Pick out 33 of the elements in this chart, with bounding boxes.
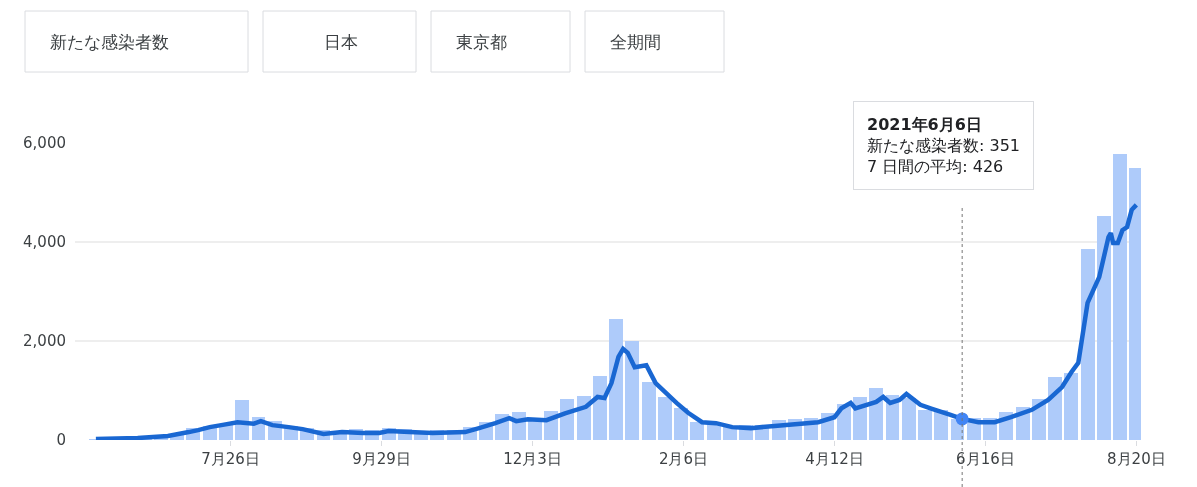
bar <box>690 422 704 440</box>
x-tick-label: 8月20日 <box>1107 450 1166 468</box>
text: 2021年6月6日 <box>867 115 982 134</box>
x-tick-label: 9月29日 <box>352 450 411 468</box>
bar <box>918 410 932 440</box>
y-tick-label: 6,000 <box>23 134 66 153</box>
x-tick-label: 7月26日 <box>201 450 260 468</box>
y-tick-label: 2,000 <box>23 332 66 351</box>
bar <box>1097 216 1111 440</box>
bar <box>1064 373 1078 440</box>
bar <box>707 424 721 440</box>
x-tick-label: 2月6日 <box>658 450 709 468</box>
annotation: 新たな感染者数: 351 <box>867 135 1021 155</box>
text: 日本 <box>324 32 358 52</box>
bar <box>593 376 607 440</box>
y-tick-label: 4,000 <box>23 233 66 252</box>
y-tick-label: 0 <box>56 431 66 450</box>
text: 東京都 <box>456 32 507 52</box>
x-tick-label: 6月16日 <box>956 450 1015 468</box>
x-tick-label: 12月3日 <box>503 450 562 468</box>
bar <box>1048 377 1062 440</box>
bar <box>1113 154 1127 440</box>
bar <box>625 341 639 440</box>
text: 新たな感染者数 <box>50 32 169 52</box>
bar <box>642 382 656 440</box>
bar <box>674 408 688 440</box>
bar <box>902 398 916 440</box>
bar <box>869 388 883 440</box>
text: 全期間 <box>610 32 661 52</box>
annotation: 7 日間の平均: 426 <box>867 156 1004 176</box>
bar <box>1129 168 1141 440</box>
bar <box>658 397 672 440</box>
x-tick-label: 4月12日 <box>805 450 864 468</box>
